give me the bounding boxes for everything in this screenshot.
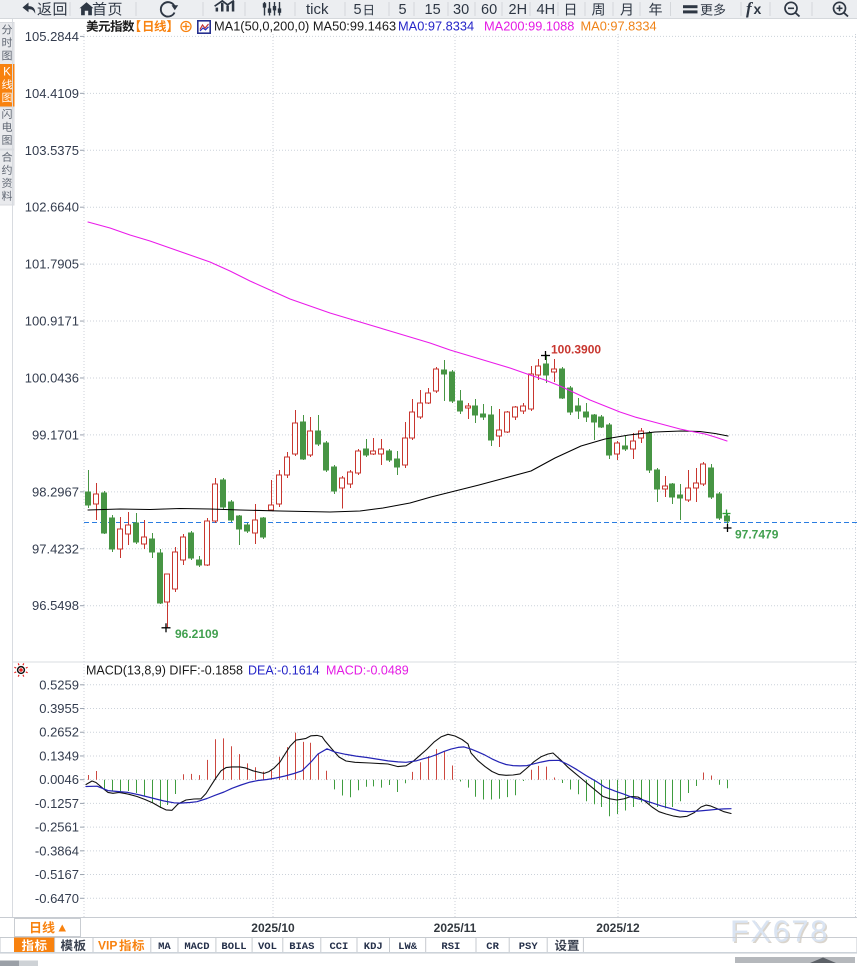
svg-text:BIAS: BIAS xyxy=(289,941,314,953)
svg-text:2025/11: 2025/11 xyxy=(434,921,477,935)
svg-text:PSY: PSY xyxy=(519,941,539,953)
svg-text:-0.1257: -0.1257 xyxy=(35,796,79,811)
svg-text:x: x xyxy=(754,1,762,17)
svg-text:5: 5 xyxy=(399,2,407,18)
svg-text:4H: 4H xyxy=(537,2,556,18)
svg-text:30: 30 xyxy=(453,2,469,18)
svg-text:101.7905: 101.7905 xyxy=(25,257,79,272)
svg-text:0.1349: 0.1349 xyxy=(39,748,79,763)
svg-text:VIP: VIP xyxy=(98,939,117,953)
svg-text:f: f xyxy=(746,0,754,18)
svg-text:FX678: FX678 xyxy=(730,914,829,949)
svg-text:2H: 2H xyxy=(509,2,528,18)
svg-text:BOLL: BOLL xyxy=(221,941,246,953)
svg-text:96.5498: 96.5498 xyxy=(32,598,79,613)
svg-text:MA0:97.8334: MA0:97.8334 xyxy=(581,19,657,34)
svg-text:FX678: FX678 xyxy=(732,915,831,950)
svg-text:0.3955: 0.3955 xyxy=(39,701,79,716)
svg-text:104.4109: 104.4109 xyxy=(25,86,79,101)
svg-text:96.2109: 96.2109 xyxy=(175,627,219,641)
svg-text:0.5259: 0.5259 xyxy=(39,677,79,692)
svg-text:-0.2561: -0.2561 xyxy=(35,820,79,835)
svg-text:60: 60 xyxy=(481,2,497,18)
svg-text:-0.5167: -0.5167 xyxy=(35,867,79,882)
svg-text:100.3900: 100.3900 xyxy=(551,343,601,357)
svg-text:LW&: LW& xyxy=(398,941,418,953)
svg-text:100.9171: 100.9171 xyxy=(25,314,79,329)
svg-text:5: 5 xyxy=(354,2,362,18)
svg-text:CCI: CCI xyxy=(329,941,348,953)
svg-text:K: K xyxy=(3,67,11,79)
svg-text:2025/10: 2025/10 xyxy=(251,921,295,935)
svg-text:MACD(13,8,9) DIFF:-0.1858: MACD(13,8,9) DIFF:-0.1858 xyxy=(86,664,243,678)
svg-text:0.0046: 0.0046 xyxy=(39,772,79,787)
svg-text:-0.3864: -0.3864 xyxy=(35,843,79,858)
svg-text:2025/12: 2025/12 xyxy=(596,921,640,935)
svg-text:105.2844: 105.2844 xyxy=(25,29,79,44)
svg-text:MACD: MACD xyxy=(184,941,209,953)
svg-text:0.2652: 0.2652 xyxy=(39,725,79,740)
svg-text:97.7479: 97.7479 xyxy=(735,528,779,542)
svg-text:15: 15 xyxy=(425,2,441,18)
svg-text:99.1701: 99.1701 xyxy=(32,427,79,442)
svg-text:97.4232: 97.4232 xyxy=(32,541,79,556)
svg-text:MACD:-0.0489: MACD:-0.0489 xyxy=(326,664,409,678)
svg-text:RSI: RSI xyxy=(441,941,460,953)
svg-text:MA200:99.1088: MA200:99.1088 xyxy=(484,19,574,34)
svg-text:KDJ: KDJ xyxy=(364,941,383,953)
svg-text:102.6640: 102.6640 xyxy=(25,200,79,215)
svg-text:103.5375: 103.5375 xyxy=(25,143,79,158)
svg-text:-0.6470: -0.6470 xyxy=(35,891,79,906)
svg-text:tick: tick xyxy=(306,1,329,18)
svg-text:98.2967: 98.2967 xyxy=(32,484,79,499)
svg-text:CR: CR xyxy=(486,941,499,953)
svg-text:MA0:97.8334: MA0:97.8334 xyxy=(398,19,474,34)
svg-text:MA: MA xyxy=(158,941,171,953)
svg-text:VOL: VOL xyxy=(258,941,277,953)
svg-text:DEA:-0.1614: DEA:-0.1614 xyxy=(248,664,320,678)
svg-text:MA1(50,0,200,0) MA50:99.1463: MA1(50,0,200,0) MA50:99.1463 xyxy=(214,19,396,34)
svg-text:100.0436: 100.0436 xyxy=(25,370,79,385)
